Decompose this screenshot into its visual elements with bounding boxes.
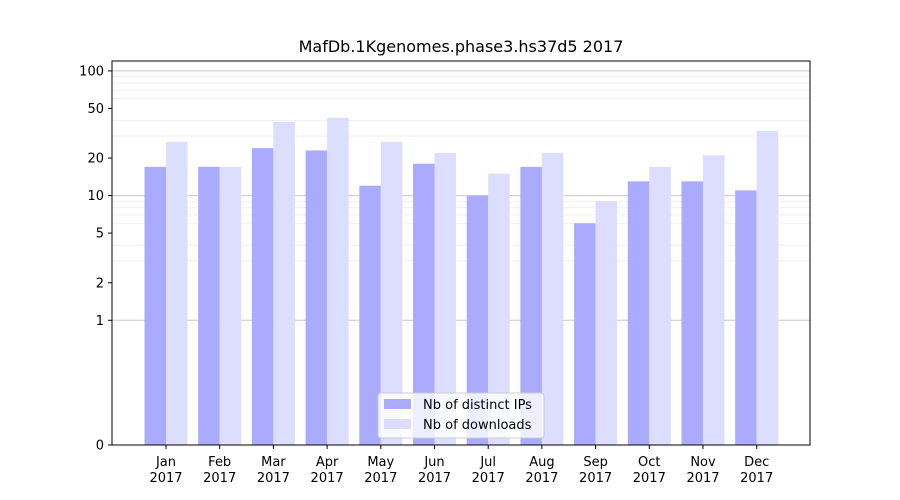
x-tick-label-month: Jul	[479, 455, 496, 470]
bar-downloads	[166, 141, 188, 445]
y-tick-label: 20	[87, 152, 104, 167]
x-tick-label-year: 2017	[472, 471, 505, 486]
bar-distinct-ips	[359, 185, 381, 445]
bar-distinct-ips	[144, 166, 166, 445]
plot-frame	[111, 60, 811, 446]
x-tick-label-year: 2017	[525, 471, 558, 486]
x-tick-label-year: 2017	[311, 471, 344, 486]
y-axis: 0 1 2 5 10 20 50 100	[79, 64, 112, 454]
legend: Nb of distinct IPs Nb of downloads	[377, 392, 545, 439]
y-tick-label: 2	[96, 276, 104, 291]
x-tick-label-month: Jan	[155, 455, 176, 470]
bar-downloads	[541, 152, 564, 445]
bar-distinct-ips	[466, 195, 489, 445]
bar-distinct-ips	[413, 163, 435, 445]
bar-downloads	[703, 155, 725, 445]
legend-label: Nb of downloads	[423, 418, 532, 433]
legend-swatch	[384, 399, 411, 409]
y-tick-label: 1	[96, 314, 104, 329]
x-tick-label-year: 2017	[686, 471, 719, 486]
y-tick-label: 100	[79, 64, 104, 79]
bar-distinct-ips	[735, 190, 757, 445]
y-tick-label: 0	[96, 439, 104, 454]
bar-distinct-ips	[251, 148, 274, 445]
x-tick-label-year: 2017	[257, 471, 290, 486]
x-tick-label-year: 2017	[633, 471, 666, 486]
bar-downloads	[273, 121, 295, 445]
bar-distinct-ips	[305, 150, 328, 445]
bar-downloads	[649, 166, 671, 445]
legend-swatch	[384, 419, 411, 429]
x-tick-label-month: Dec	[744, 455, 769, 470]
y-tick-label: 10	[87, 189, 104, 204]
bar-distinct-ips	[574, 223, 596, 445]
y-tick-label: 50	[87, 102, 104, 117]
bar-distinct-ips	[520, 166, 542, 445]
x-tick-label-month: Sep	[583, 455, 608, 470]
x-tick-label-month: Aug	[529, 455, 554, 470]
x-axis: Jan2017Feb2017Mar2017Apr2017May2017Jun20…	[149, 445, 773, 486]
x-tick-label-month: Feb	[208, 455, 231, 470]
bar-downloads	[434, 152, 456, 445]
bar-downloads	[219, 166, 242, 445]
bar-downloads	[595, 201, 618, 445]
x-tick-label-year: 2017	[579, 471, 612, 486]
bar-distinct-ips	[681, 181, 703, 445]
x-tick-label-year: 2017	[149, 471, 182, 486]
x-tick-label-month: Mar	[261, 455, 286, 470]
x-tick-label-month: Oct	[638, 455, 660, 470]
x-tick-label-month: May	[367, 455, 394, 470]
legend-box	[377, 392, 545, 439]
y-tick-label: 5	[96, 227, 104, 242]
bar-downloads	[380, 141, 403, 445]
bars	[144, 117, 779, 445]
x-tick-label-year: 2017	[418, 471, 451, 486]
x-tick-label-year: 2017	[203, 471, 236, 486]
x-tick-label-year: 2017	[364, 471, 397, 486]
x-tick-label-month: Apr	[316, 455, 339, 470]
legend-label: Nb of distinct IPs	[423, 398, 532, 413]
bar-downloads	[327, 117, 349, 445]
bar-downloads	[756, 130, 779, 445]
bar-downloads	[488, 173, 510, 445]
bar-distinct-ips	[198, 166, 220, 445]
x-tick-label-year: 2017	[740, 471, 773, 486]
chart-title: MafDb.1Kgenomes.phase3.hs37d5 2017	[299, 37, 624, 56]
bar-distinct-ips	[627, 181, 650, 445]
x-tick-label-month: Jun	[423, 455, 444, 470]
x-tick-label-month: Nov	[690, 455, 716, 470]
